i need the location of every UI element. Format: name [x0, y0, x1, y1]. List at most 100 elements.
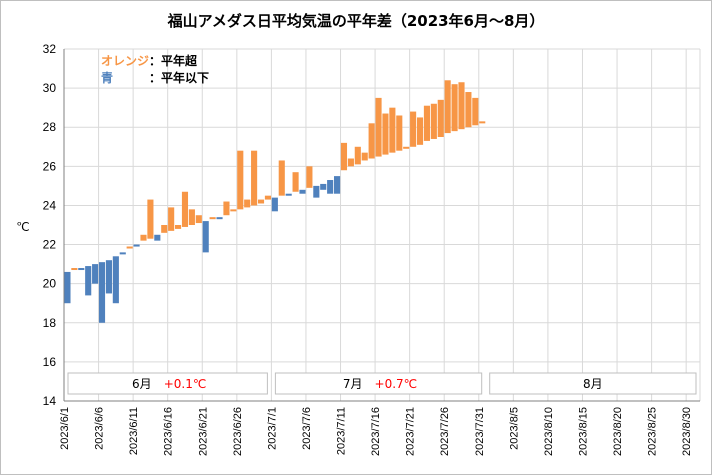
anomaly-bar	[278, 160, 285, 196]
anomaly-bar	[161, 225, 168, 233]
anomaly-bar	[195, 215, 202, 224]
month-label: 6月	[132, 377, 152, 391]
anomaly-bar	[175, 225, 182, 229]
anomaly-bar	[410, 111, 417, 147]
x-tick-label: 2023/6/16	[163, 407, 175, 456]
anomaly-bar	[216, 217, 223, 220]
x-tick-label: 2023/7/6	[301, 407, 313, 450]
anomaly-bar	[112, 256, 119, 304]
anomaly-bar	[209, 217, 216, 220]
anomaly-bar	[188, 209, 195, 225]
month-anomaly: +0.7℃	[375, 377, 418, 391]
y-tick-label: 32	[43, 42, 57, 56]
anomaly-bar	[98, 262, 106, 323]
gridlines	[63, 48, 701, 402]
anomaly-bar	[340, 142, 348, 171]
anomaly-bar	[230, 209, 237, 212]
anomaly-bar	[451, 84, 458, 132]
x-tick-label: 2023/8/15	[577, 407, 589, 456]
anomaly-bar	[237, 150, 244, 210]
x-tick-label: 2023/8/5	[508, 407, 520, 450]
x-axis: 2023/6/1 2023/6/6 2023/6/11 2023/6/16 2023/6…	[59, 407, 693, 456]
anomaly-bar	[264, 195, 271, 200]
anomaly-bar	[292, 172, 299, 192]
anomaly-bar	[334, 176, 341, 194]
anomaly-bar	[271, 197, 278, 212]
y-tick-label: 28	[43, 120, 57, 134]
anomaly-bar	[354, 146, 361, 165]
anomaly-bar	[257, 199, 265, 204]
y-tick-label: 22	[43, 238, 57, 252]
anomaly-bar	[285, 193, 292, 196]
anomaly-bar	[375, 97, 382, 157]
month-band	[489, 372, 697, 395]
anomaly-bar	[458, 82, 465, 130]
month-label: 7月	[343, 377, 363, 391]
anomaly-bar	[78, 268, 85, 271]
y-tick-label: 14	[43, 394, 57, 408]
anomaly-bar	[389, 107, 396, 153]
anomaly-bar	[64, 271, 71, 304]
x-tick-label: 2023/7/1	[266, 407, 278, 450]
anomaly-bar	[119, 252, 126, 255]
month-label: 8月	[583, 377, 603, 391]
y-tick-label: 20	[43, 277, 57, 291]
chart-title: 福山アメダス日平均気温の平年差（2023年6月～8月）	[167, 12, 545, 30]
bars	[64, 80, 486, 323]
anomaly-bar	[299, 189, 306, 194]
x-tick-label: 2023/7/11	[336, 407, 348, 455]
y-tick-label: 30	[43, 81, 57, 95]
anomaly-bar	[479, 121, 486, 124]
anomaly-bar	[327, 180, 334, 194]
anomaly-bar	[85, 266, 92, 296]
anomaly-bar	[133, 244, 140, 247]
x-tick-label: 2023/8/25	[647, 407, 659, 456]
anomaly-bar	[396, 115, 403, 151]
y-tick-label: 18	[43, 316, 57, 330]
x-tick-label: 2023/8/20	[612, 407, 624, 456]
legend-text: ：平年超	[149, 53, 198, 68]
legend-color-label: 青	[101, 70, 113, 85]
x-tick-label: 2023/7/21	[405, 407, 417, 456]
anomaly-bar	[181, 191, 189, 227]
month-band	[67, 372, 268, 395]
anomaly-bar	[423, 105, 430, 141]
anomaly-bar	[223, 201, 230, 216]
anomaly-bar	[320, 183, 327, 190]
y-tick-label: 26	[43, 159, 57, 173]
anomaly-bar	[437, 99, 444, 137]
anomaly-bar	[126, 246, 133, 249]
anomaly-bar	[368, 123, 375, 159]
anomaly-bar	[71, 268, 78, 271]
anomaly-bar	[444, 80, 451, 134]
anomaly-bar	[361, 152, 368, 161]
anomaly-bar	[465, 92, 472, 128]
legend-color-label: オレンジ	[101, 54, 149, 68]
anomaly-bar	[430, 103, 437, 139]
anomaly-bar	[306, 166, 313, 188]
anomaly-bar	[140, 234, 147, 241]
x-tick-label: 2023/6/6	[94, 407, 106, 450]
anomaly-bar	[92, 264, 99, 284]
x-tick-label: 2023/8/30	[681, 407, 693, 456]
y-tick-label: 24	[43, 198, 57, 212]
anomaly-bar	[416, 117, 424, 145]
legend-text: ：平年以下	[149, 70, 209, 85]
month-bands: 6月 +0.1℃ 7月 +0.7℃ 8月	[67, 372, 697, 395]
anomaly-bar	[403, 146, 410, 149]
anomaly-bar	[168, 207, 175, 231]
anomaly-bar	[251, 150, 258, 206]
x-tick-label: 2023/7/31	[474, 407, 486, 456]
y-axis-label: ℃	[16, 220, 29, 234]
x-tick-label: 2023/6/1	[59, 407, 71, 450]
x-tick-label: 2023/6/21	[197, 407, 209, 456]
month-anomaly: +0.1℃	[164, 377, 207, 391]
anomaly-bar	[347, 158, 354, 167]
x-tick-label: 2023/7/26	[439, 407, 451, 456]
y-axis: 14 16 18 20 22 24 26 28 30 32	[43, 42, 700, 408]
anomaly-bar	[147, 199, 154, 239]
x-tick-label: 2023/8/10	[543, 407, 555, 456]
anomaly-bar	[472, 97, 479, 126]
